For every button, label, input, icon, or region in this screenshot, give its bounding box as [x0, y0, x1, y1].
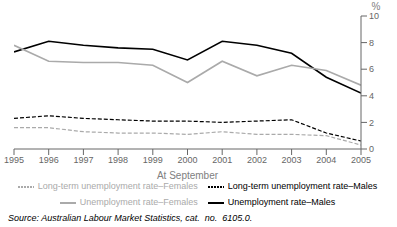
svg-text:0: 0: [369, 144, 374, 154]
svg-text:2002: 2002: [247, 155, 267, 165]
html-text:Long-term unemployment rate–Fe: Long-term unemployment rate–Females: [37, 181, 198, 192]
svg-text:1998: 1998: [108, 155, 128, 165]
svg-text:10: 10: [369, 11, 379, 21]
svg-text:2003: 2003: [282, 155, 302, 165]
svg-text:6: 6: [369, 64, 374, 74]
svg-text:4: 4: [369, 91, 374, 101]
svg-text:1995: 1995: [8, 155, 24, 165]
html-text:Long-term unemployment rate–Ma: Long-term unemployment rate–Males: [227, 181, 378, 192]
svg-text:2000: 2000: [177, 155, 197, 165]
svg-text:At September: At September: [157, 170, 219, 181]
svg-text:1999: 1999: [143, 155, 163, 165]
svg-text:2001: 2001: [212, 155, 232, 165]
svg-text:1997: 1997: [73, 155, 93, 165]
svg-text:2005: 2005: [351, 155, 371, 165]
svg-text:2004: 2004: [316, 155, 336, 165]
svg-text:8: 8: [369, 38, 374, 48]
html-text:Unemployment rate–Females: Unemployment rate–Females: [79, 197, 198, 208]
html-text:Source: Australian Labour Mark: Source: Australian Labour Market Statist…: [8, 213, 253, 223]
svg-text:1996: 1996: [39, 155, 59, 165]
html-text:Unemployment rate–Males: Unemployment rate–Males: [227, 197, 336, 208]
svg-text:2: 2: [369, 118, 374, 128]
svg-text:%: %: [372, 1, 381, 12]
